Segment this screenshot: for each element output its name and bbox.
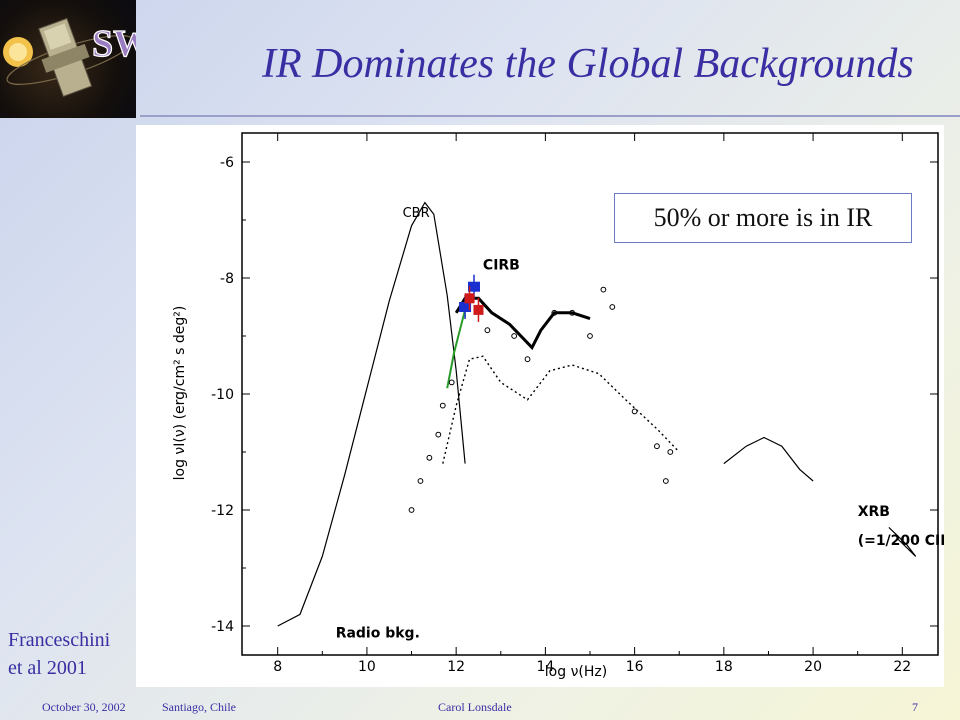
data-point [551, 309, 558, 316]
data-point [408, 507, 415, 513]
y-axis-label: log νI(ν) (erg/cm² s deg²) [172, 306, 188, 481]
x-tick-label: 16 [626, 659, 644, 675]
x-tick-label: 14 [536, 659, 554, 675]
annotation-label: CIRB [483, 257, 520, 273]
x-tick-label: 18 [715, 659, 733, 675]
data-point [569, 309, 576, 316]
x-tick-label: 22 [893, 659, 911, 675]
red-marker [464, 293, 475, 304]
data-point [587, 333, 593, 339]
data-point [511, 333, 518, 339]
data-point [600, 286, 607, 293]
data-point [609, 304, 616, 310]
logo-text: SWIRE [92, 23, 136, 65]
citation-line-1: Franceschini [8, 629, 111, 651]
slide-title: IR Dominates the Global Backgrounds [262, 41, 914, 87]
data-point [484, 327, 491, 334]
annotation-label: Radio bkg. [336, 626, 420, 642]
x-tick-label: 12 [447, 659, 465, 675]
data-point [631, 408, 638, 415]
citation: Franceschini et al 2001 [8, 626, 110, 682]
footer-author: Carol Lonsdale [438, 700, 512, 714]
y-tick-label: -6 [220, 155, 234, 171]
data-point [654, 443, 660, 450]
series-line-0 [277, 201, 466, 627]
annotation-label: XRB [858, 504, 890, 520]
data-point [448, 379, 455, 386]
title-divider [140, 115, 960, 117]
data-point [426, 454, 433, 461]
background-spectrum-chart: 8 10 12 14 16 18 20 22 -6 -8 -10 -12 -14 CBR CIRB XRB (… [172, 132, 944, 680]
red-marker [473, 304, 484, 315]
citation-line-2: et al 2001 [8, 657, 87, 679]
data-point [435, 431, 442, 438]
series-line-4 [888, 526, 917, 557]
y-tick-label: -10 [211, 387, 234, 403]
footer-place: Santiago, Chile [162, 700, 236, 714]
blue-marker [459, 302, 472, 312]
x-axis-label: log ν(Hz) [545, 664, 607, 680]
blue-marker [468, 281, 480, 292]
data-point [667, 449, 674, 455]
y-tick-label: -14 [211, 619, 234, 635]
annotation-label: CBR [403, 206, 430, 221]
data-point [417, 478, 424, 484]
annotation-label: (=1/200 CIRB) [858, 533, 944, 549]
footer-page-number: 7 [912, 700, 918, 714]
y-tick-label: -8 [220, 271, 234, 287]
data-point [662, 478, 669, 484]
x-tick-label: 20 [804, 659, 822, 675]
x-tick-label: 10 [358, 659, 376, 675]
callout-box: 50% or more is in IR [614, 193, 912, 243]
iso-counts-line [446, 300, 469, 389]
x-tick-label: 8 [273, 659, 282, 675]
y-tick-label: -12 [211, 503, 234, 519]
data-point [439, 402, 446, 409]
swire-logo: SWIRE [0, 0, 136, 118]
data-point [524, 356, 531, 363]
galaxy-lower-bound-line [442, 355, 680, 464]
series-line-3 [723, 436, 814, 482]
footer-date: October 30, 2002 [42, 700, 126, 714]
